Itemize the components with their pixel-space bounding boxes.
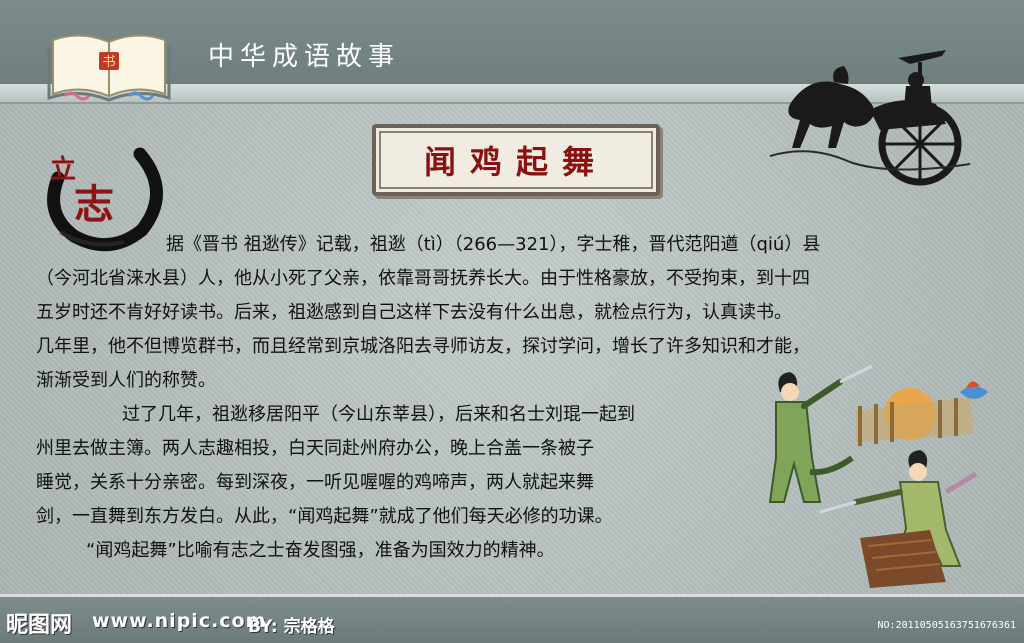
text-line: 据《晋书 祖逖传》记载，祖逖（tì）（266—321），字士稚，晋代范阳遒（qi…: [166, 234, 821, 255]
text-line: 渐渐受到人们的称赞。: [36, 370, 216, 391]
watermark-logo: 昵图网: [6, 613, 73, 638]
footer-band: [0, 594, 1024, 643]
text-line: “闻鸡起舞”比喻有志之士奋发图强，准备为国效力的精神。: [86, 540, 555, 561]
watermark-author: BY: 宗格格: [248, 612, 335, 637]
watermark-author-name: 宗格格: [283, 617, 335, 637]
horse-chariot-illustration: [770, 50, 971, 186]
watermark-number: NO:20110505163751676361: [877, 620, 1016, 631]
story-title: 闻鸡起舞: [423, 143, 608, 181]
watermark-url: www.nipic.com: [92, 610, 267, 632]
book-icon-text: 书: [102, 55, 115, 70]
text-line: 剑，一直舞到东方发白。从此，“闻鸡起舞”就成了他们每天必修的功课。: [36, 506, 613, 527]
watermark-by-label: BY:: [248, 617, 278, 637]
header-title: 中华成语故事: [208, 42, 401, 72]
sword-dance-illustration: [768, 364, 988, 588]
ink-seal-logo: 立 志: [47, 147, 163, 252]
text-line: 五岁时还不肯好好读书。后来，祖逖感到自己这样下去没有什么出息，就检点行为，认真读…: [36, 302, 792, 323]
text-line: 过了几年，祖逖移居阳平（今山东莘县），后来和名士刘琨一起到: [122, 404, 635, 425]
svg-text:立: 立: [50, 154, 76, 185]
open-book-icon: 书: [47, 34, 171, 102]
story-title-frame: 闻鸡起舞: [372, 124, 660, 196]
paragraph-3: “闻鸡起舞”比喻有志之士奋发图强，准备为国效力的精神。: [36, 534, 766, 568]
text-line: 州里去做主簿。两人志趣相投，白天同赴州府办公，晚上合盖一条被子: [36, 438, 594, 459]
text-line: （今河北省涞水县）人，他从小死了父亲，依靠哥哥抚养长大。由于性格豪放，不受拘束，…: [36, 268, 810, 289]
text-line: 几年里，他不但博览群书，而且经常到京城洛阳去寻师访友，探讨学问，增长了许多知识和…: [36, 336, 810, 357]
text-line: 睡觉，关系十分亲密。每到深夜，一听见喔喔的鸡啼声，两人就起来舞: [36, 472, 594, 493]
header-stripe: [0, 84, 1024, 104]
paragraph-2: 过了几年，祖逖移居阳平（今山东莘县），后来和名士刘琨一起到 州里去做主簿。两人志…: [36, 398, 766, 534]
paragraph-1: 据《晋书 祖逖传》记载，祖逖（tì）（266—321），字士稚，晋代范阳遒（qi…: [36, 228, 984, 398]
svg-text:志: 志: [74, 181, 114, 228]
